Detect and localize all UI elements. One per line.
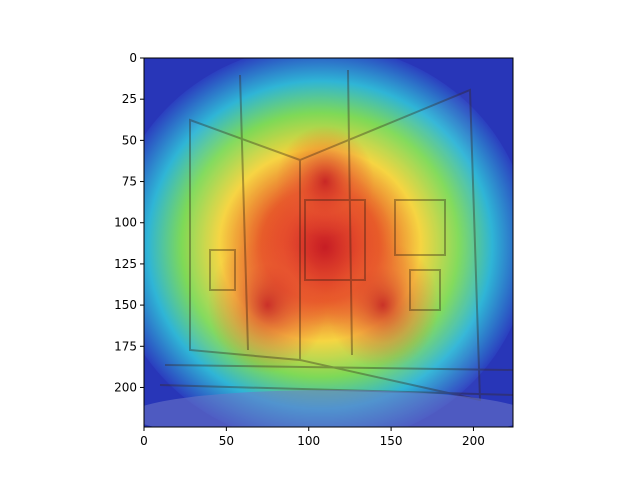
x-axis-ticks: 0 50 100 150 200	[140, 427, 485, 448]
heat-hotspot-3	[276, 125, 375, 238]
plot-area	[144, 58, 513, 427]
plot-frame	[143, 57, 514, 428]
y-tick-label: 50	[122, 133, 137, 147]
x-tick-label: 100	[297, 434, 320, 448]
y-tick-label: 75	[122, 175, 137, 189]
building-facade-image	[159, 69, 513, 402]
y-tick-label: 100	[114, 216, 137, 230]
x-tick-label: 0	[140, 434, 148, 448]
x-tick-label: 200	[462, 434, 485, 448]
y-tick-label: 150	[114, 298, 137, 312]
hotspots-layer	[208, 125, 439, 374]
bottom-cool-band	[144, 390, 513, 427]
y-tick-label: 125	[114, 257, 137, 271]
y-axis-ticks: 0 25 50 75 100 125 150 175 200	[114, 51, 144, 394]
y-tick-label: 175	[114, 339, 137, 353]
y-tick-label: 0	[129, 51, 137, 65]
heat-hotspot-1	[208, 237, 328, 374]
y-tick-label: 25	[122, 92, 137, 106]
y-tick-label: 200	[114, 380, 137, 394]
heat-hotspot-2	[326, 241, 439, 370]
x-tick-label: 50	[219, 434, 234, 448]
x-tick-label: 150	[380, 434, 403, 448]
